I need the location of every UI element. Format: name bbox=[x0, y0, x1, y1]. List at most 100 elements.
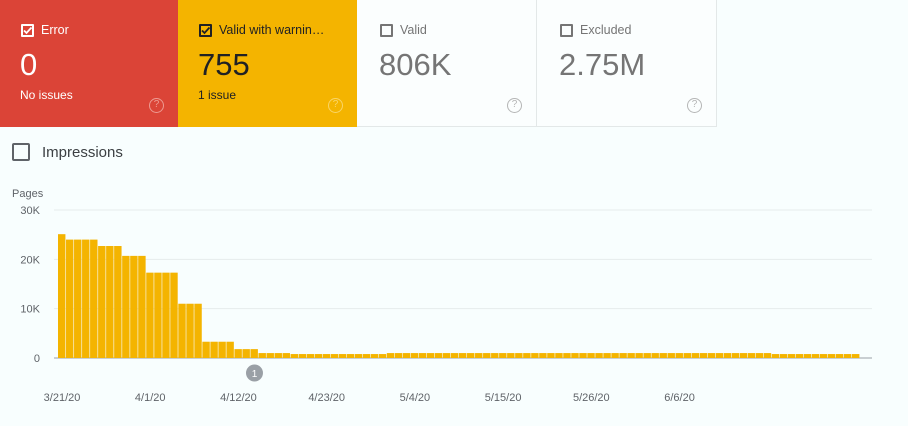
chart-bar[interactable] bbox=[707, 353, 716, 358]
chart-bar[interactable] bbox=[539, 353, 547, 358]
impressions-checkbox[interactable] bbox=[12, 143, 30, 161]
chart-bar[interactable] bbox=[507, 353, 515, 358]
chart-bar[interactable] bbox=[531, 353, 539, 358]
chart-bar[interactable] bbox=[106, 246, 114, 358]
chart-bar[interactable] bbox=[426, 353, 435, 358]
chart-bar[interactable] bbox=[378, 354, 387, 358]
chart-bar[interactable] bbox=[755, 353, 764, 358]
chart-bar[interactable] bbox=[242, 349, 250, 358]
chart-bar[interactable] bbox=[58, 234, 66, 358]
chart-bar[interactable] bbox=[178, 303, 186, 358]
excluded-checkbox[interactable] bbox=[560, 24, 573, 37]
chart-bar[interactable] bbox=[138, 255, 146, 358]
warning-checkbox[interactable] bbox=[199, 24, 212, 37]
chart-bar[interactable] bbox=[354, 354, 363, 358]
chart-bar[interactable] bbox=[82, 239, 90, 358]
chart-bar[interactable] bbox=[811, 354, 820, 358]
chart-bar[interactable] bbox=[803, 354, 812, 358]
chart-bar[interactable] bbox=[370, 354, 379, 358]
chart-bar[interactable] bbox=[170, 272, 178, 358]
chart-bar[interactable] bbox=[611, 353, 619, 358]
chart-bar[interactable] bbox=[515, 353, 523, 358]
chart-bar[interactable] bbox=[691, 353, 699, 358]
chart-bar[interactable] bbox=[579, 353, 587, 358]
annotation-marker[interactable] bbox=[245, 364, 263, 382]
chart-bar[interactable] bbox=[154, 272, 162, 358]
impressions-toggle[interactable]: Impressions bbox=[12, 143, 123, 161]
help-icon[interactable]: ? bbox=[328, 98, 343, 113]
chart-annotation[interactable]: 1 bbox=[245, 364, 263, 382]
chart-bar[interactable] bbox=[587, 353, 595, 358]
chart-bar[interactable] bbox=[386, 353, 395, 358]
chart-bar[interactable] bbox=[226, 341, 234, 358]
chart-bar[interactable] bbox=[234, 349, 242, 358]
chart-bar[interactable] bbox=[74, 239, 82, 358]
chart-bar[interactable] bbox=[603, 353, 611, 358]
help-icon[interactable]: ? bbox=[507, 98, 522, 113]
chart-bar[interactable] bbox=[346, 354, 355, 358]
chart-bar[interactable] bbox=[723, 353, 732, 358]
chart-bar[interactable] bbox=[410, 353, 419, 358]
chart-bar[interactable] bbox=[298, 354, 307, 358]
chart-bar[interactable] bbox=[459, 353, 467, 358]
chart-bar[interactable] bbox=[731, 353, 740, 358]
excluded-card[interactable]: Excluded 2.75M ? bbox=[537, 0, 717, 127]
chart-bar[interactable] bbox=[547, 353, 555, 358]
chart-bar[interactable] bbox=[130, 255, 138, 358]
chart-bar[interactable] bbox=[442, 353, 451, 358]
chart-bar[interactable] bbox=[651, 353, 659, 358]
chart-bar[interactable] bbox=[450, 353, 459, 358]
chart-bar[interactable] bbox=[499, 353, 507, 358]
chart-bar[interactable] bbox=[835, 354, 844, 358]
chart-bar[interactable] bbox=[699, 353, 708, 358]
chart-bar[interactable] bbox=[619, 353, 627, 358]
chart-bar[interactable] bbox=[827, 354, 836, 358]
chart-bar[interactable] bbox=[250, 349, 258, 358]
chart-bar[interactable] bbox=[683, 353, 691, 358]
chart-bar[interactable] bbox=[122, 255, 130, 358]
chart-bar[interactable] bbox=[475, 353, 483, 358]
chart-bar[interactable] bbox=[274, 353, 282, 358]
chart-bar[interactable] bbox=[258, 353, 266, 358]
chart-bar[interactable] bbox=[290, 354, 298, 358]
chart-bar[interactable] bbox=[627, 353, 635, 358]
chart-bar[interactable] bbox=[146, 272, 154, 358]
chart-bar[interactable] bbox=[330, 354, 339, 358]
chart-bar[interactable] bbox=[763, 353, 772, 358]
chart-bar[interactable] bbox=[667, 353, 675, 358]
chart-bar[interactable] bbox=[555, 353, 563, 358]
chart-bar[interactable] bbox=[659, 353, 667, 358]
chart-bar[interactable] bbox=[739, 353, 748, 358]
chart-bar[interactable] bbox=[162, 272, 170, 358]
chart-bar[interactable] bbox=[402, 353, 411, 358]
error-checkbox[interactable] bbox=[21, 24, 34, 37]
chart-bar[interactable] bbox=[218, 341, 226, 358]
chart-bar[interactable] bbox=[418, 353, 427, 358]
chart-bar[interactable] bbox=[851, 354, 860, 358]
chart-bar[interactable] bbox=[186, 303, 194, 358]
chart-bar[interactable] bbox=[523, 353, 531, 358]
chart-bar[interactable] bbox=[434, 353, 443, 358]
chart-bar[interactable] bbox=[491, 353, 499, 358]
chart-bar[interactable] bbox=[338, 354, 347, 358]
chart-bar[interactable] bbox=[114, 246, 122, 358]
chart-bar[interactable] bbox=[675, 353, 683, 358]
help-icon[interactable]: ? bbox=[149, 98, 164, 113]
chart-bar[interactable] bbox=[563, 353, 571, 358]
chart-bar[interactable] bbox=[210, 341, 218, 358]
chart-bar[interactable] bbox=[322, 354, 331, 358]
chart-bar[interactable] bbox=[643, 353, 651, 358]
chart-bar[interactable] bbox=[314, 354, 323, 358]
chart-bar[interactable] bbox=[194, 303, 202, 358]
chart-bar[interactable] bbox=[747, 353, 756, 358]
chart-bar[interactable] bbox=[795, 354, 804, 358]
chart-bar[interactable] bbox=[467, 353, 475, 358]
valid-card[interactable]: Valid 806K ? bbox=[357, 0, 537, 127]
chart-bar[interactable] bbox=[362, 354, 371, 358]
chart-bar[interactable] bbox=[306, 354, 315, 358]
help-icon[interactable]: ? bbox=[687, 98, 702, 113]
valid-checkbox[interactable] bbox=[380, 24, 393, 37]
chart-bar[interactable] bbox=[787, 354, 796, 358]
chart-bar[interactable] bbox=[779, 354, 788, 358]
chart-bar[interactable] bbox=[571, 353, 579, 358]
